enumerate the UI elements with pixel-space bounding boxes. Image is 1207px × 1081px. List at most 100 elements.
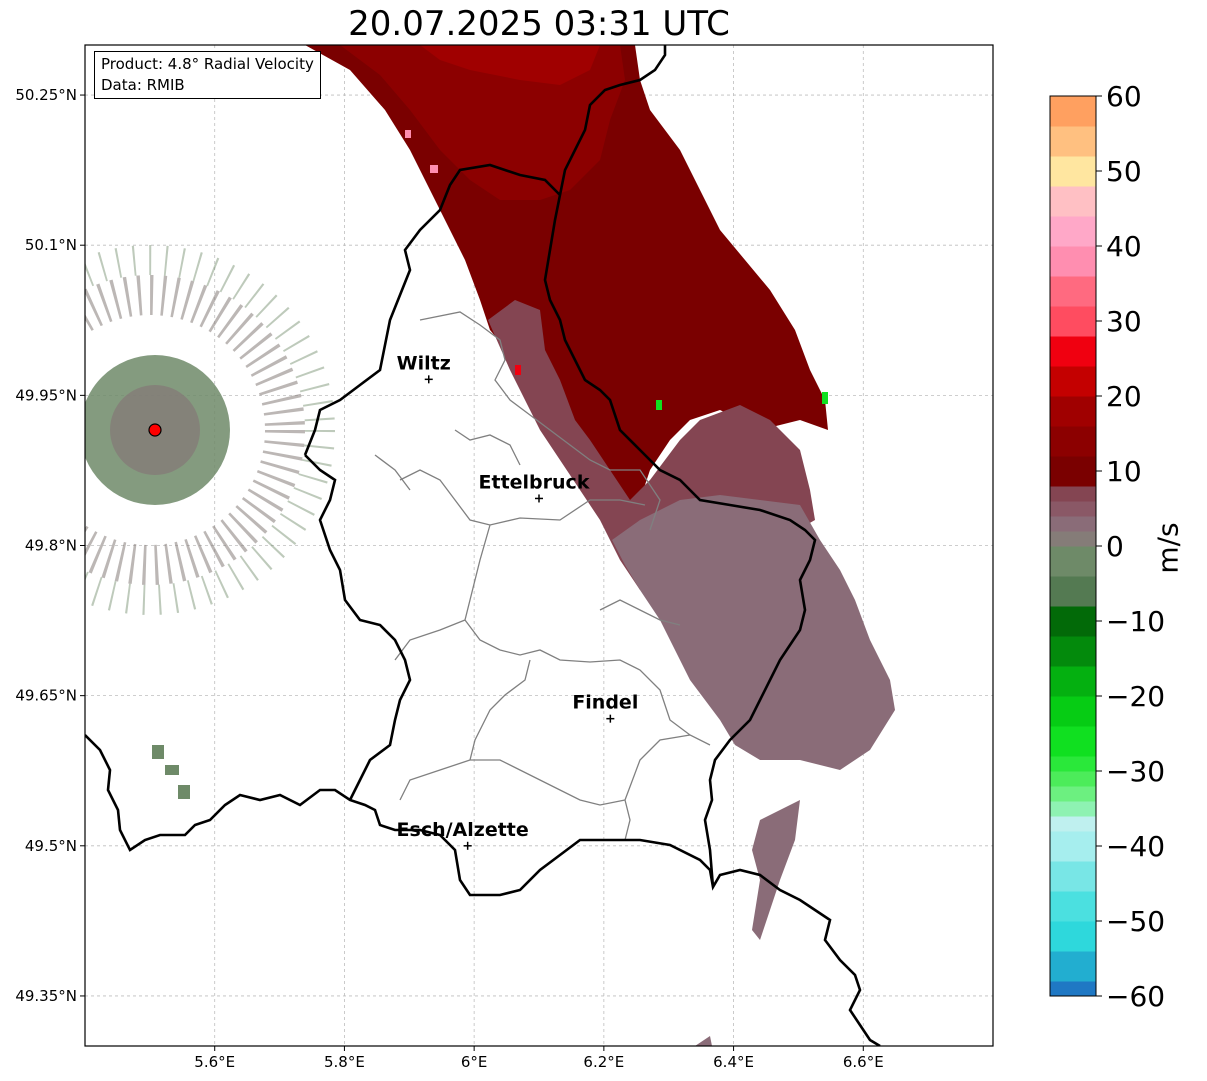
city-label: Findel bbox=[572, 692, 638, 714]
boundary-layer bbox=[85, 45, 881, 1046]
colorbar-swatch bbox=[1050, 891, 1096, 922]
colorbar-swatch bbox=[1050, 246, 1096, 277]
x-tick-label: 6.6°E bbox=[843, 1053, 884, 1071]
colorbar-tick-label: −30 bbox=[1106, 755, 1165, 788]
colorbar-swatch bbox=[1050, 801, 1096, 817]
colorbar-swatch bbox=[1050, 981, 1096, 997]
colorbar-swatch bbox=[1050, 516, 1096, 532]
x-tick-label: 6°E bbox=[461, 1053, 488, 1071]
national-borders bbox=[85, 45, 881, 1046]
colorbar-swatch bbox=[1050, 861, 1096, 892]
colorbar-tick-label: 40 bbox=[1106, 230, 1142, 263]
colorbar-tick-label: −10 bbox=[1106, 605, 1165, 638]
colorbar-swatch bbox=[1050, 756, 1096, 772]
colorbar-tick-label: 50 bbox=[1106, 155, 1142, 188]
cities-layer: Wiltz Ettelbruck Findel Esch/Alzette bbox=[397, 352, 638, 850]
colorbar-swatch bbox=[1050, 501, 1096, 517]
colorbar-swatch bbox=[1050, 531, 1096, 547]
colorbar-swatches bbox=[1050, 96, 1096, 997]
echo-speckle bbox=[822, 392, 828, 404]
colorbar-tick-label: −20 bbox=[1106, 680, 1165, 713]
y-tick-label: 49.5°N bbox=[25, 837, 77, 855]
echo-low-velocity-plume bbox=[612, 495, 895, 770]
x-axis: 5.6°E 5.8°E 6°E 6.2°E 6.4°E 6.6°E bbox=[194, 1046, 884, 1071]
echo-positive-velocity-peak bbox=[420, 45, 600, 85]
city-marker: Esch/Alzette bbox=[397, 819, 529, 850]
echo-speckle bbox=[152, 745, 164, 759]
colorbar-swatch bbox=[1050, 216, 1096, 247]
colorbar-swatch bbox=[1050, 816, 1096, 832]
y-axis: 50.25°N 50.1°N 49.95°N 49.8°N 49.65°N 49.5°N 4… bbox=[15, 86, 85, 1005]
colorbar-swatch bbox=[1050, 636, 1096, 667]
city-marker: Wiltz bbox=[397, 352, 451, 384]
colorbar-swatch bbox=[1050, 771, 1096, 787]
map-title: 20.07.2025 03:31 UTC bbox=[348, 4, 730, 44]
colorbar-swatch bbox=[1050, 276, 1096, 307]
echo-ground-clutter-ring bbox=[85, 245, 335, 615]
colorbar-unit-label: m/s bbox=[1151, 522, 1185, 574]
echo-speckle bbox=[656, 400, 662, 410]
echo-speckle bbox=[178, 785, 190, 799]
city-label: Esch/Alzette bbox=[397, 819, 529, 841]
colorbar-swatch bbox=[1050, 126, 1096, 157]
city-marker: Findel bbox=[572, 692, 638, 723]
colorbar-tick-label: 10 bbox=[1106, 455, 1142, 488]
x-tick-label: 5.8°E bbox=[324, 1053, 365, 1071]
colorbar: 60 50 40 30 20 10 0 −10 −20 −30 −40 −50 −60 bbox=[1049, 80, 1165, 1013]
product-label: Product: 4.8° Radial Velocity bbox=[101, 55, 314, 73]
map-panel: Wiltz Ettelbruck Findel Esch/Alzette bbox=[84, 44, 994, 1047]
colorbar-swatch bbox=[1050, 786, 1096, 802]
colorbar-swatch bbox=[1050, 426, 1096, 457]
echo-low-velocity-tail bbox=[752, 800, 800, 940]
colorbar-swatch bbox=[1050, 366, 1096, 397]
y-tick-label: 49.65°N bbox=[15, 687, 77, 705]
colorbar-swatch bbox=[1050, 696, 1096, 727]
colorbar-swatch bbox=[1050, 306, 1096, 337]
y-tick-label: 50.1°N bbox=[25, 236, 77, 254]
colorbar-swatch bbox=[1050, 831, 1096, 862]
colorbar-tick-label: 20 bbox=[1106, 380, 1142, 413]
city-label: Wiltz bbox=[397, 352, 451, 374]
x-tick-label: 6.2°E bbox=[583, 1053, 624, 1071]
echo-speckle bbox=[430, 165, 438, 173]
product-info-box: Product: 4.8° Radial Velocity Data: RMIB bbox=[94, 51, 321, 99]
colorbar-swatch bbox=[1050, 606, 1096, 637]
colorbar-swatch bbox=[1050, 921, 1096, 952]
colorbar-swatch bbox=[1050, 186, 1096, 217]
colorbar-swatch bbox=[1050, 336, 1096, 367]
colorbar-tick-label: −50 bbox=[1106, 905, 1165, 938]
echo-ground-clutter-outer bbox=[85, 275, 305, 585]
colorbar-swatch bbox=[1050, 456, 1096, 487]
colorbar-swatch bbox=[1050, 951, 1096, 982]
y-tick-label: 49.8°N bbox=[25, 537, 77, 555]
data-source-label: Data: RMIB bbox=[101, 76, 185, 94]
colorbar-tick-label: −60 bbox=[1106, 980, 1165, 1013]
colorbar-swatch bbox=[1050, 96, 1096, 127]
echo-speckle bbox=[165, 765, 179, 775]
colorbar-swatch bbox=[1050, 156, 1096, 187]
colorbar-tick-label: −40 bbox=[1106, 830, 1165, 863]
canton-boundaries bbox=[374, 311, 711, 841]
city-marker: Ettelbruck bbox=[479, 471, 590, 503]
colorbar-tick-label: 60 bbox=[1106, 80, 1142, 113]
echo-speckle bbox=[405, 130, 411, 138]
x-tick-label: 5.6°E bbox=[194, 1053, 235, 1071]
radar-site-marker bbox=[148, 423, 162, 437]
city-label: Ettelbruck bbox=[479, 471, 590, 493]
colorbar-ticks: 60 50 40 30 20 10 0 −10 −20 −30 −40 −50 −60 bbox=[1096, 80, 1165, 1013]
y-tick-label: 49.35°N bbox=[15, 987, 77, 1005]
colorbar-tick-label: 30 bbox=[1106, 305, 1142, 338]
colorbar-swatch bbox=[1050, 486, 1096, 502]
colorbar-swatch bbox=[1050, 546, 1096, 577]
y-tick-label: 49.95°N bbox=[15, 386, 77, 404]
colorbar-swatch bbox=[1050, 576, 1096, 607]
echo-speckle bbox=[515, 365, 521, 375]
x-tick-label: 6.4°E bbox=[713, 1053, 754, 1071]
colorbar-swatch bbox=[1050, 396, 1096, 427]
colorbar-tick-label: 0 bbox=[1106, 530, 1124, 563]
colorbar-swatch bbox=[1050, 666, 1096, 697]
colorbar-swatch bbox=[1050, 726, 1096, 757]
y-tick-label: 50.25°N bbox=[15, 86, 77, 104]
echo-low-velocity-fragment bbox=[695, 1036, 712, 1046]
